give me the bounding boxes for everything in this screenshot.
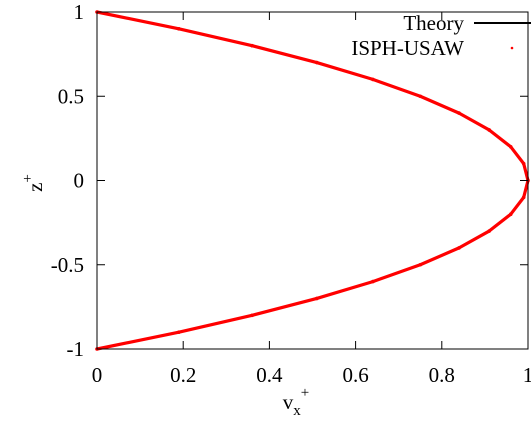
legend: Theory ISPH-USAW <box>351 11 531 60</box>
x-tick-label: 1 <box>523 363 531 387</box>
data-point-isph-usaw <box>250 313 254 318</box>
data-point-isph-usaw <box>418 262 423 267</box>
data-point-isph-usaw <box>487 229 492 233</box>
y-tick-label: 0 <box>74 169 85 193</box>
data-point-isph-usaw <box>315 296 319 301</box>
x-tick-label: 0.8 <box>429 363 455 387</box>
y-axis: -1 -0.5 0 0.5 1 <box>51 0 528 361</box>
x-axis: 0 0.2 0.4 0.6 0.8 1 <box>92 12 531 387</box>
plot-area <box>95 10 530 351</box>
x-tick-label: 0.2 <box>170 363 196 387</box>
data-point-isph-usaw <box>418 94 423 99</box>
data-point-isph-usaw <box>457 111 461 115</box>
data-point-isph-usaw <box>177 330 181 334</box>
data-point-isph-usaw <box>250 43 254 48</box>
y-axis-label: z+ <box>20 174 47 192</box>
legend-label-theory: Theory <box>403 11 464 35</box>
data-point-isph-usaw <box>371 279 375 284</box>
legend-swatch-isph-usaw <box>510 46 514 50</box>
data-point-isph-usaw <box>521 195 526 200</box>
y-tick-label: 1 <box>74 0 85 24</box>
data-point-isph-usaw <box>508 212 513 216</box>
data-point-isph-usaw <box>315 60 319 65</box>
legend-label-isph-usaw: ISPH-USAW <box>351 36 464 60</box>
data-point-isph-usaw <box>177 27 181 31</box>
data-point-isph-usaw <box>521 161 526 166</box>
x-tick-label: 0 <box>92 363 103 387</box>
y-tick-label: -1 <box>67 337 85 361</box>
data-point-isph-usaw <box>457 246 461 250</box>
x-tick-label: 0.4 <box>256 363 283 387</box>
y-tick-label: -0.5 <box>51 253 84 277</box>
y-tick-label: 0.5 <box>58 84 84 108</box>
data-point-isph-usaw <box>508 145 513 149</box>
x-axis-label: vx+ <box>283 385 309 419</box>
series-points-isph-usaw <box>95 10 530 351</box>
x-tick-label: 0.6 <box>342 363 368 387</box>
data-point-isph-usaw <box>487 128 492 132</box>
data-point-isph-usaw <box>371 77 375 82</box>
plot-frame <box>96 11 529 350</box>
